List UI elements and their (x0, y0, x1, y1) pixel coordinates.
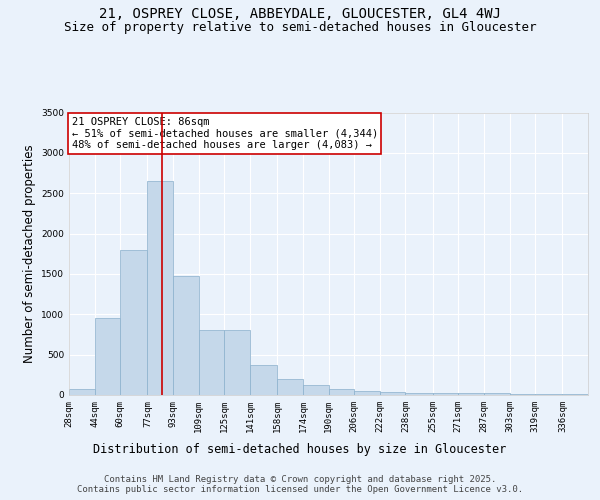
Bar (224, 330, 250, 395)
Bar (277, 380, 303, 395)
Bar (148, 181, 173, 395)
Bar (433, 392, 458, 395)
Y-axis label: Number of semi-detached properties: Number of semi-detached properties (23, 144, 35, 363)
Bar (199, 330, 224, 395)
Bar (535, 394, 562, 395)
Bar (95, 318, 120, 395)
Text: 21 OSPREY CLOSE: 86sqm
← 51% of semi-detached houses are smaller (4,344)
48% of : 21 OSPREY CLOSE: 86sqm ← 51% of semi-det… (71, 116, 378, 150)
Bar (329, 390, 354, 395)
Bar (458, 393, 484, 395)
Text: Distribution of semi-detached houses by size in Gloucester: Distribution of semi-detached houses by … (94, 442, 506, 456)
Text: 21, OSPREY CLOSE, ABBEYDALE, GLOUCESTER, GL4 4WJ: 21, OSPREY CLOSE, ABBEYDALE, GLOUCESTER,… (99, 8, 501, 22)
Bar (406, 392, 433, 395)
Bar (354, 391, 380, 395)
Bar (173, 276, 199, 395)
Bar (69, 389, 95, 395)
Bar (509, 394, 535, 395)
Bar (484, 392, 509, 395)
Text: Contains HM Land Registry data © Crown copyright and database right 2025.
Contai: Contains HM Land Registry data © Crown c… (77, 474, 523, 494)
Bar (380, 392, 406, 395)
Bar (303, 384, 329, 395)
Bar (120, 250, 148, 395)
Text: Size of property relative to semi-detached houses in Gloucester: Size of property relative to semi-detach… (64, 21, 536, 34)
Bar (562, 394, 588, 395)
Bar (250, 364, 277, 395)
